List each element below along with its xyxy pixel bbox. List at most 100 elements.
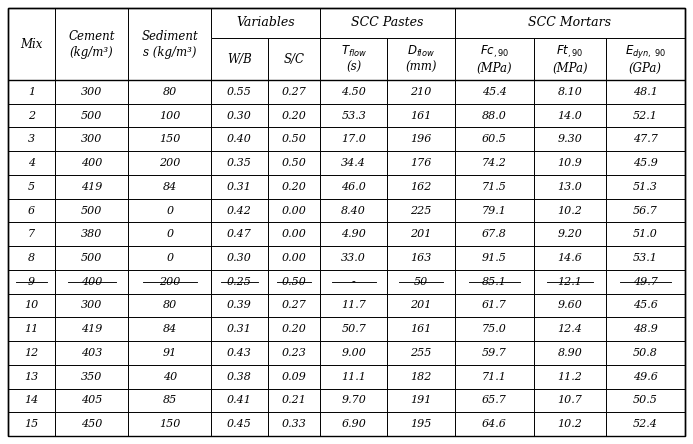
Text: $T_{flow}$
(s): $T_{flow}$ (s)	[341, 44, 367, 74]
Text: S/C: S/C	[283, 52, 304, 66]
Text: 6: 6	[28, 206, 35, 215]
Text: 12.4: 12.4	[557, 324, 582, 334]
Text: 9.00: 9.00	[341, 348, 366, 358]
Text: 201: 201	[410, 229, 432, 239]
Text: 380: 380	[81, 229, 103, 239]
Text: 50.5: 50.5	[633, 396, 658, 405]
Text: 9: 9	[28, 277, 35, 287]
Text: 88.0: 88.0	[482, 111, 507, 121]
Text: 8.90: 8.90	[557, 348, 582, 358]
Text: 4.90: 4.90	[341, 229, 366, 239]
Text: 40: 40	[163, 372, 177, 382]
Text: 161: 161	[410, 324, 432, 334]
Text: 0.35: 0.35	[227, 158, 252, 168]
Text: 12: 12	[24, 348, 39, 358]
Text: Sediment
s (kg/m³): Sediment s (kg/m³)	[141, 29, 198, 59]
Text: Variables: Variables	[236, 16, 295, 29]
Text: 201: 201	[410, 301, 432, 310]
Text: 0.27: 0.27	[281, 301, 306, 310]
Text: 53.3: 53.3	[341, 111, 366, 121]
Text: 210: 210	[410, 87, 432, 97]
Text: 13.0: 13.0	[557, 182, 582, 192]
Text: Cement
(kg/m³): Cement (kg/m³)	[69, 29, 115, 59]
Text: 13: 13	[24, 372, 39, 382]
Text: 49.6: 49.6	[633, 372, 658, 382]
Text: 60.5: 60.5	[482, 135, 507, 144]
Text: 14.6: 14.6	[557, 253, 582, 263]
Text: 61.7: 61.7	[482, 301, 507, 310]
Text: 0.20: 0.20	[281, 324, 306, 334]
Text: 49.7: 49.7	[633, 277, 658, 287]
Text: 5: 5	[28, 182, 35, 192]
Text: 80: 80	[163, 301, 177, 310]
Text: 255: 255	[410, 348, 432, 358]
Text: 8.40: 8.40	[341, 206, 366, 215]
Text: 45.9: 45.9	[633, 158, 658, 168]
Text: 0.55: 0.55	[227, 87, 252, 97]
Text: 12.1: 12.1	[557, 277, 582, 287]
Text: 75.0: 75.0	[482, 324, 507, 334]
Text: 64.6: 64.6	[482, 419, 507, 429]
Text: 6.90: 6.90	[341, 419, 366, 429]
Text: -: -	[352, 277, 356, 287]
Text: SCC Pastes: SCC Pastes	[351, 16, 423, 29]
Text: 400: 400	[81, 158, 103, 168]
Text: 9.20: 9.20	[557, 229, 582, 239]
Text: 400: 400	[81, 277, 103, 287]
Text: 10.7: 10.7	[557, 396, 582, 405]
Text: 11: 11	[24, 324, 39, 334]
Text: 11.1: 11.1	[341, 372, 366, 382]
Text: 0.20: 0.20	[281, 111, 306, 121]
Text: 162: 162	[410, 182, 432, 192]
Text: 65.7: 65.7	[482, 396, 507, 405]
Text: 47.7: 47.7	[633, 135, 658, 144]
Text: 1: 1	[28, 87, 35, 97]
Text: 200: 200	[159, 277, 180, 287]
Text: 0.40: 0.40	[227, 135, 252, 144]
Text: 500: 500	[81, 253, 103, 263]
Text: 0.50: 0.50	[281, 135, 306, 144]
Text: 85.1: 85.1	[482, 277, 507, 287]
Text: 11.7: 11.7	[341, 301, 366, 310]
Text: 91: 91	[163, 348, 177, 358]
Text: 0.42: 0.42	[227, 206, 252, 215]
Text: 350: 350	[81, 372, 103, 382]
Text: 71.1: 71.1	[482, 372, 507, 382]
Text: 50.7: 50.7	[341, 324, 366, 334]
Text: 0.33: 0.33	[281, 419, 306, 429]
Text: 48.1: 48.1	[633, 87, 658, 97]
Text: 0.41: 0.41	[227, 396, 252, 405]
Text: 51.3: 51.3	[633, 182, 658, 192]
Text: $Ft_{,90}$
(MPa): $Ft_{,90}$ (MPa)	[552, 44, 588, 75]
Text: 176: 176	[410, 158, 432, 168]
Text: 9.60: 9.60	[557, 301, 582, 310]
Text: SCC Mortars: SCC Mortars	[529, 16, 611, 29]
Text: 300: 300	[81, 135, 103, 144]
Text: 52.1: 52.1	[633, 111, 658, 121]
Text: 80: 80	[163, 87, 177, 97]
Text: 182: 182	[410, 372, 432, 382]
Text: 0.39: 0.39	[227, 301, 252, 310]
Text: 196: 196	[410, 135, 432, 144]
Text: 59.7: 59.7	[482, 348, 507, 358]
Text: 91.5: 91.5	[482, 253, 507, 263]
Text: 9.70: 9.70	[341, 396, 366, 405]
Text: 48.9: 48.9	[633, 324, 658, 334]
Text: 11.2: 11.2	[557, 372, 582, 382]
Text: 15: 15	[24, 419, 39, 429]
Text: 10.2: 10.2	[557, 206, 582, 215]
Text: 0.23: 0.23	[281, 348, 306, 358]
Text: 0.20: 0.20	[281, 182, 306, 192]
Text: 2: 2	[28, 111, 35, 121]
Text: 191: 191	[410, 396, 432, 405]
Text: 50.8: 50.8	[633, 348, 658, 358]
Text: 0.30: 0.30	[227, 111, 252, 121]
Text: 419: 419	[81, 324, 103, 334]
Text: 500: 500	[81, 111, 103, 121]
Text: 53.1: 53.1	[633, 253, 658, 263]
Text: 100: 100	[159, 111, 180, 121]
Text: 0.27: 0.27	[281, 87, 306, 97]
Text: 500: 500	[81, 206, 103, 215]
Text: 4: 4	[28, 158, 35, 168]
Text: 0.00: 0.00	[281, 229, 306, 239]
